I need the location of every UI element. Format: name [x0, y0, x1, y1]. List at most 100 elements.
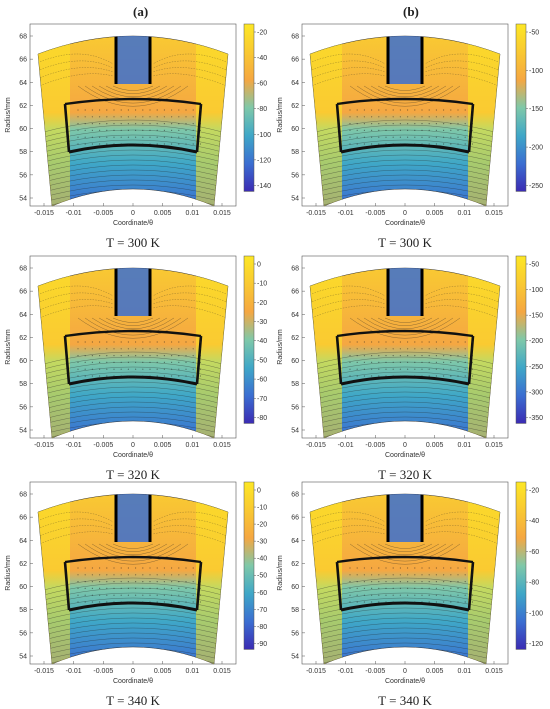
- x-tick-label: -0.005: [93, 668, 113, 675]
- y-tick-label: 54: [19, 428, 27, 435]
- x-tick-label: 0.01: [186, 442, 200, 449]
- contour-panel-a2: 68 66 64 62 60 58 56 54 -0.015 -0.01 -0.005 0 0.005 0…: [0, 252, 270, 477]
- y-tick-label: 60: [291, 584, 299, 591]
- x-tick-label: 0: [131, 442, 135, 449]
- colorbar-tick-label: -30: [257, 319, 267, 326]
- y-tick-label: 64: [19, 538, 27, 545]
- y-axis-label: Radius/mm: [277, 97, 284, 133]
- x-tick-label: 0.015: [485, 442, 503, 449]
- x-tick-label: 0.005: [426, 442, 444, 449]
- colorbar-tick-label: -120: [529, 641, 543, 648]
- slot-region: [116, 268, 150, 316]
- colorbar-tick-label: -60: [257, 377, 267, 384]
- y-tick-label: 56: [19, 404, 27, 411]
- x-tick-label: 0.005: [154, 210, 172, 217]
- colorbar-tick-label: -80: [257, 624, 267, 631]
- x-tick-label: 0.015: [485, 668, 503, 675]
- upper-boundary: [64, 97, 202, 106]
- x-tick-label: 0.005: [426, 668, 444, 675]
- x-tick-label: 0.015: [213, 210, 231, 217]
- colorbar-tick-label: 0: [257, 488, 261, 495]
- x-tick-label: -0.015: [306, 442, 326, 449]
- colorbar-tick-label: -90: [257, 641, 267, 648]
- colorbar: [515, 481, 527, 650]
- y-tick-label: 54: [19, 196, 27, 203]
- slot-region: [388, 268, 422, 316]
- y-tick-label: 64: [19, 312, 27, 319]
- y-tick-label: 60: [291, 126, 299, 133]
- x-tick-label: 0.015: [485, 210, 503, 217]
- y-tick-label: 56: [19, 172, 27, 179]
- right-wall: [467, 561, 475, 611]
- slot-region: [388, 494, 422, 542]
- y-tick-label: 68: [291, 34, 299, 41]
- x-tick-label: -0.005: [93, 210, 113, 217]
- y-tick-label: 58: [291, 149, 299, 156]
- colorbar-tick-label: -30: [257, 539, 267, 546]
- y-tick-label: 68: [19, 492, 27, 499]
- colorbar-tick-label: -100: [529, 610, 543, 617]
- x-tick-label: 0.005: [154, 668, 172, 675]
- column-label-a: (a): [133, 4, 149, 19]
- x-tick-label: 0.01: [458, 210, 472, 217]
- contour-plot-a3: 68 66 64 62 60 58 56 54 -0.015 -0.01 -0.005 0 0.005 0…: [5, 481, 267, 685]
- x-tick-label: 0.005: [154, 442, 172, 449]
- y-tick-label: 62: [19, 103, 27, 110]
- y-tick-label: 60: [291, 358, 299, 365]
- colorbar-tick-label: -200: [529, 338, 543, 345]
- colorbar-tick-label: -20: [257, 522, 267, 529]
- colorbar-tick-label: -250: [529, 183, 543, 190]
- x-tick-label: 0: [403, 210, 407, 217]
- colorbar-tick-label: -10: [257, 505, 267, 512]
- x-tick-label: -0.01: [338, 442, 354, 449]
- y-tick-label: 54: [291, 428, 299, 435]
- colorbar-tick-label: -40: [257, 556, 267, 563]
- y-tick-label: 66: [291, 57, 299, 64]
- left-wall: [63, 335, 71, 385]
- contour-plot-b3: 68 66 64 62 60 58 56 54 -0.015 -0.01 -0.005 0 0.005 0…: [277, 481, 543, 685]
- x-tick-label: -0.015: [306, 668, 326, 675]
- colorbar-tick-label: -140: [257, 183, 271, 190]
- lower-boundary: [340, 143, 470, 154]
- y-tick-label: 58: [19, 149, 27, 156]
- contour-plot-a1: 68 66 64 62 60 58 56 54 -0.015 -0.01 -0.005 0 0.005 0…: [5, 23, 271, 227]
- x-tick-label: 0.015: [213, 442, 231, 449]
- x-tick-label: -0.015: [34, 442, 54, 449]
- colorbar-tick-label: 0: [257, 262, 261, 269]
- colorbar-tick-label: -70: [257, 396, 267, 403]
- y-tick-label: 66: [19, 57, 27, 64]
- colorbar-tick-label: -20: [529, 488, 539, 495]
- x-tick-label: -0.01: [66, 210, 82, 217]
- y-tick-label: 56: [291, 404, 299, 411]
- y-tick-label: 68: [19, 266, 27, 273]
- contour-panel-a1: 68 66 64 62 60 58 56 54 -0.015 -0.01 -0.005 0 0.005 0…: [0, 20, 271, 245]
- colorbar-tick-label: -10: [257, 281, 267, 288]
- y-tick-label: 66: [19, 515, 27, 522]
- colorbar: [243, 481, 255, 650]
- x-tick-label: -0.015: [34, 210, 54, 217]
- right-wall: [195, 335, 203, 385]
- colorbar-tick-label: -70: [257, 607, 267, 614]
- x-tick-label: -0.01: [66, 442, 82, 449]
- x-tick-label: -0.005: [365, 210, 385, 217]
- y-tick-label: 66: [291, 515, 299, 522]
- left-wall: [63, 561, 71, 611]
- upper-boundary: [336, 555, 474, 564]
- colorbar-tick-label: -80: [257, 106, 267, 113]
- contour-panel-b1: 68 66 64 62 60 58 56 54 -0.015 -0.01 -0.005 0 0.005 0…: [272, 20, 543, 245]
- y-tick-label: 62: [291, 103, 299, 110]
- right-wall: [467, 103, 475, 153]
- colorbar-tick-label: -60: [257, 590, 267, 597]
- x-tick-label: 0: [131, 210, 135, 217]
- column-label-b: (b): [403, 4, 419, 19]
- colorbar-tick-label: -200: [529, 145, 543, 152]
- colorbar-tick-label: -250: [529, 364, 543, 371]
- colorbar-tick-label: -50: [257, 357, 267, 364]
- left-wall: [335, 335, 343, 385]
- y-tick-label: 64: [291, 80, 299, 87]
- y-tick-label: 56: [291, 172, 299, 179]
- colorbar-tick-label: -100: [529, 287, 543, 294]
- colorbar-tick-label: -100: [529, 68, 543, 75]
- upper-boundary: [336, 329, 474, 338]
- y-axis-label: Radius/mm: [5, 555, 12, 591]
